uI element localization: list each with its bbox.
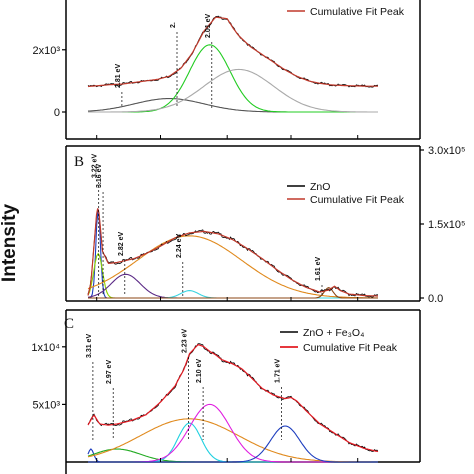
y-tick-label: 1x10⁴ [31, 342, 60, 354]
panel-c-label: C [64, 316, 74, 332]
legend-label-zno: ZnO [310, 181, 330, 193]
panel-a-legend: Cumulative Fit Peak [287, 6, 405, 18]
y-tick-label-right: 3.0x10⁵ [428, 145, 466, 157]
peak-label: 2.01 eV [205, 14, 212, 38]
fit-component-4 [88, 422, 378, 463]
y-tick-label-right: 1.5x10⁵ [428, 219, 466, 231]
panel-c: C 5x10³ 1x10⁴ 3.31 eV 2.97 eV 2.23 eV 2.10 e… [31, 309, 421, 474]
panel-b-label: B [74, 154, 84, 170]
peak-label: 2.81 eV [115, 64, 122, 88]
y-tick-label: 0 [54, 107, 60, 119]
y-tick-label-right: 0.0 [428, 293, 443, 305]
peak-label: 3.16 eV [96, 164, 103, 188]
panel-c-annotations: 3.31 eV 2.97 eV 2.23 eV 2.10 eV 1.71 eV [86, 329, 282, 440]
legend-label-znofe: ZnO + Fe₃O₄ [303, 327, 364, 339]
measured-spectrum [87, 343, 379, 452]
y-tick-label: 5x10³ [32, 399, 60, 411]
panel-c-legend: ZnO + Fe₃O₄ Cumulative Fit Peak [280, 327, 398, 354]
measured-spectrum [87, 209, 378, 298]
fit-component-3 [87, 418, 378, 463]
cumulative-fit-peak [87, 16, 378, 88]
peak-label: 2.10 eV [196, 359, 203, 383]
peak-label: 2.97 eV [106, 360, 113, 384]
panel-b: B 0.0 1.5x10⁵ 3.0x10⁵ 3.22 eV3.16 eV 2.82 e… [65, 145, 466, 305]
peak-label: 2. [170, 22, 177, 28]
y-tick-label: 2x10³ [32, 45, 60, 57]
panel-a-ticks: 0 2x10³ [32, 45, 359, 139]
fit-component-4 [87, 235, 378, 299]
legend-label-fit: Cumulative Fit Peak [310, 6, 405, 18]
panel-a-annotations: 2.81 eV 2. 2.01 eV [115, 14, 213, 108]
panel-a-curves [87, 15, 379, 113]
panel-b-curves [87, 208, 378, 299]
legend-label-fit-b: Cumulative Fit Peak [310, 194, 405, 206]
y-axis-label: Intensity [0, 204, 20, 283]
panel-b-legend: ZnO Cumulative Fit Peak [287, 181, 405, 206]
peak-label: 2.24 eV [176, 234, 183, 258]
fit-component-6 [88, 425, 378, 463]
panel-a: 0 2x10³ 2.81 eV 2. 2.01 eV Cumulative Fit P… [32, 0, 421, 140]
peak-label: 3.22 eV [92, 154, 99, 178]
fit-component-3 [88, 68, 378, 113]
peak-label: 1.71 eV [274, 359, 281, 383]
legend-label-fit-c: Cumulative Fit Peak [303, 342, 398, 354]
cumulative-fit-peak [87, 208, 378, 297]
cumulative-fit-peak [87, 344, 379, 453]
panel-c-ticks: 5x10³ 1x10⁴ [31, 342, 359, 462]
fit-component-2 [87, 448, 378, 463]
panel-b-annotations: 3.22 eV3.16 eV 2.82 eV 2.24 eV 1.61 eV [92, 154, 323, 296]
fit-component-1 [87, 98, 378, 113]
peak-label: 3.31 eV [86, 334, 93, 358]
peak-label: 2.82 eV [118, 232, 125, 256]
fit-component-2 [88, 44, 378, 113]
peak-label: 1.61 eV [315, 257, 322, 281]
panel-b-ticks: 0.0 1.5x10⁵ 3.0x10⁵ [96, 145, 466, 305]
panel-c-curves [87, 343, 379, 463]
peak-label: 2.23 eV [182, 329, 189, 353]
fit-component-6 [88, 287, 378, 299]
